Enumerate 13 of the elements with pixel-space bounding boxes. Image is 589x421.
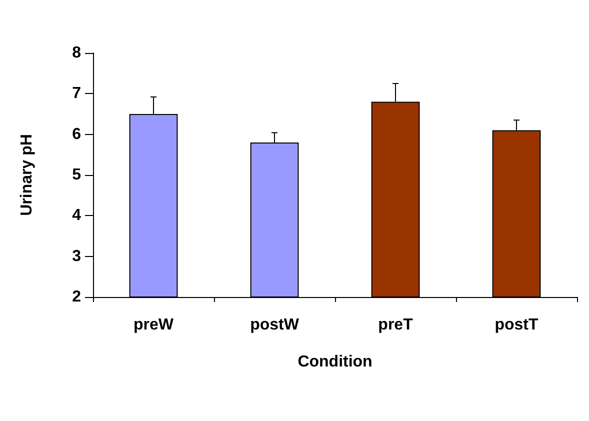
y-tick-label: 8	[72, 44, 82, 62]
y-tick-label: 4	[72, 207, 82, 224]
y-tick-label: 7	[72, 85, 82, 102]
y-axis-title: Urinary pH	[18, 134, 36, 216]
y-tick-label: 6	[72, 126, 82, 143]
x-tick-label: postT	[494, 316, 538, 334]
x-axis-title: Condition	[298, 354, 372, 370]
y-tick-label: 5	[72, 166, 82, 184]
x-tick-label: preW	[134, 316, 174, 334]
x-tick-label: postW	[250, 316, 300, 334]
x-tick-label: preT	[378, 316, 414, 334]
y-tick-label: 3	[72, 248, 82, 265]
y-tick-label: 2	[72, 288, 82, 306]
